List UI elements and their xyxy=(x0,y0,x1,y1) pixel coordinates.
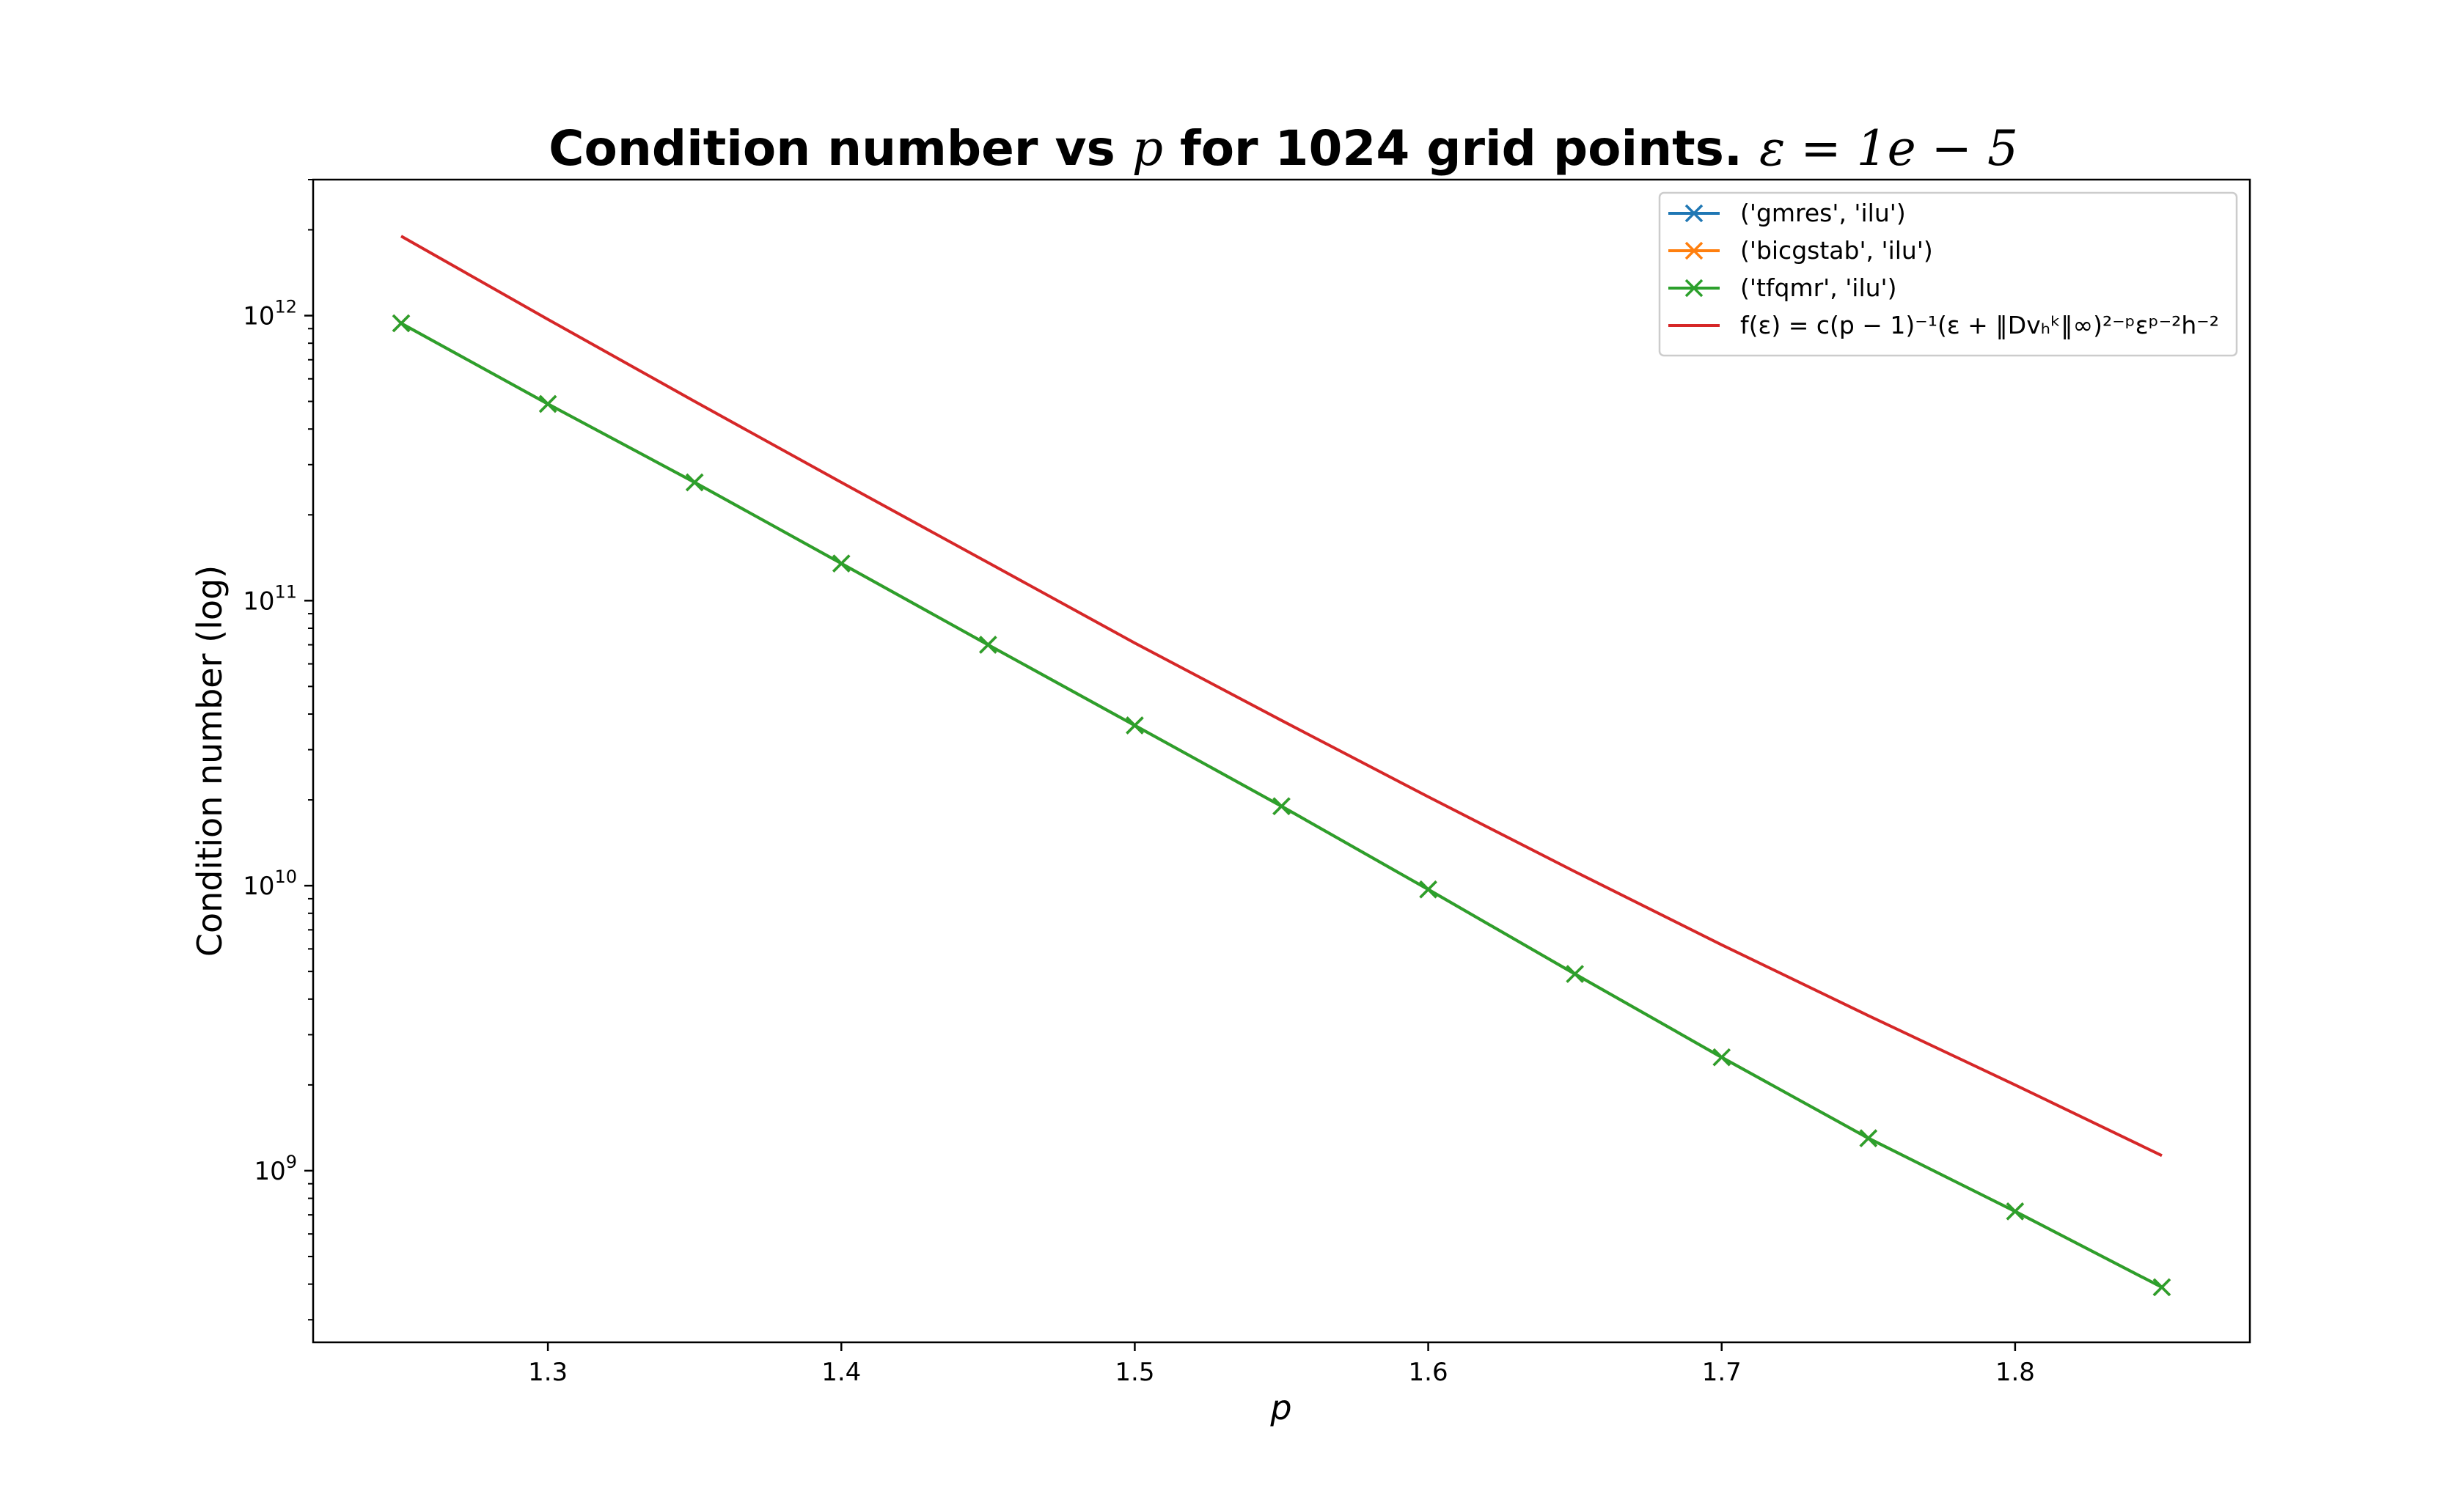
series-2-point-3 xyxy=(832,554,851,573)
legend: ('gmres', 'ilu') ('bicgstab', 'ilu') ('tfq… xyxy=(1658,191,2238,357)
y-axis-label: Condition number (log) xyxy=(190,565,230,957)
series-3 xyxy=(400,235,2163,1158)
legend-label-0: ('gmres', 'ilu') xyxy=(1740,199,1906,227)
legend-label-2: ('tfqmr', 'ilu') xyxy=(1740,273,1897,302)
series-layer xyxy=(392,235,2171,1297)
y-tick-label-2: 1011 xyxy=(243,581,297,616)
x-tick-label-2: 1.5 xyxy=(1115,1358,1154,1387)
series-2-point-0 xyxy=(392,314,411,333)
chart-title: Condition number vs p for 1024 grid poin… xyxy=(549,120,2018,177)
x-tick-label-3: 1.6 xyxy=(1409,1358,1448,1387)
series-2-point-2 xyxy=(685,473,704,492)
series-2-point-10 xyxy=(1859,1129,1878,1147)
series-2-point-4 xyxy=(979,636,997,654)
series-2-point-6 xyxy=(1272,797,1291,815)
legend-handle-2 xyxy=(1668,279,1720,298)
plot-frame xyxy=(312,178,2251,1344)
y-axis-ticks: 109 1010 1011 1012 xyxy=(243,179,313,1321)
legend-box xyxy=(1658,191,2238,357)
legend-handle-1 xyxy=(1668,241,1720,260)
series-2-point-12 xyxy=(2152,1278,2171,1297)
series-2-point-1 xyxy=(538,394,557,413)
series-2-point-5 xyxy=(1126,716,1144,735)
x-axis-label: p xyxy=(1269,1388,1291,1427)
series-2-point-9 xyxy=(1712,1048,1731,1067)
x-tick-label-0: 1.3 xyxy=(528,1358,568,1387)
x-tick-label-5: 1.8 xyxy=(1995,1358,2035,1387)
y-tick-label-0: 109 xyxy=(254,1152,297,1186)
series-2-point-8 xyxy=(1566,965,1584,983)
legend-label-3: f(ε) = c(p − 1)⁻¹(ε + ‖Dvₕᵏ‖∞)²⁻ᵖεᵖ⁻²h⁻² xyxy=(1740,311,2219,339)
x-tick-label-1: 1.4 xyxy=(821,1358,861,1387)
series-2-point-11 xyxy=(2006,1202,2025,1221)
series-2 xyxy=(392,314,2171,1297)
x-axis-ticks: 1.3 1.4 1.5 1.6 1.7 1.8 xyxy=(528,1342,2035,1387)
y-tick-label-1: 1010 xyxy=(243,867,297,901)
legend-handle-0 xyxy=(1668,204,1720,223)
series-line-3 xyxy=(400,235,2163,1158)
series-2-point-7 xyxy=(1419,880,1437,899)
x-tick-label-4: 1.7 xyxy=(1702,1358,1742,1387)
legend-label-1: ('bicgstab', 'ilu') xyxy=(1740,236,1933,265)
y-tick-label-3: 1012 xyxy=(243,297,297,331)
